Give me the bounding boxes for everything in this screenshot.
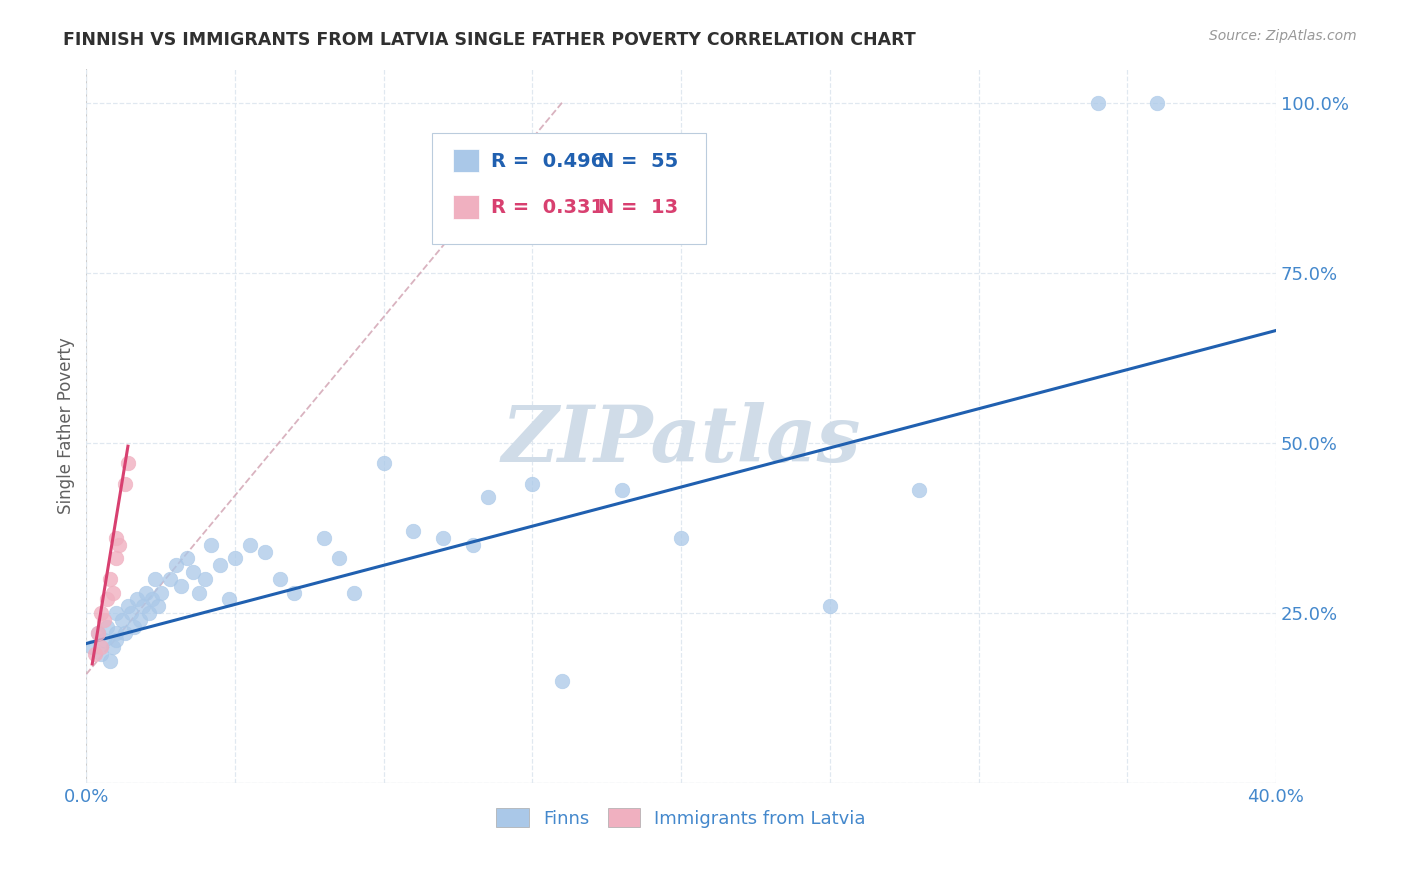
Point <box>224 551 246 566</box>
Point <box>669 531 692 545</box>
Point <box>90 640 112 654</box>
Point <box>93 613 115 627</box>
Point <box>120 606 142 620</box>
Point <box>105 551 128 566</box>
Point <box>90 606 112 620</box>
Point <box>461 538 484 552</box>
Bar <box>453 149 479 172</box>
Point <box>610 483 633 498</box>
Point <box>105 633 128 648</box>
FancyBboxPatch shape <box>433 133 706 244</box>
Text: ZIPatlas: ZIPatlas <box>502 401 860 478</box>
Point <box>477 490 499 504</box>
Text: N =  13: N = 13 <box>598 198 678 218</box>
Point <box>132 599 155 614</box>
Y-axis label: Single Father Poverty: Single Father Poverty <box>58 337 75 514</box>
Point <box>176 551 198 566</box>
Point <box>114 626 136 640</box>
Point <box>82 640 104 654</box>
Point <box>105 626 128 640</box>
Point <box>200 538 222 552</box>
Point <box>101 640 124 654</box>
Point <box>908 483 931 498</box>
Point <box>146 599 169 614</box>
Point <box>108 538 131 552</box>
Point <box>551 673 574 688</box>
Point <box>218 592 240 607</box>
Point <box>125 592 148 607</box>
Point <box>373 456 395 470</box>
Bar <box>453 195 479 219</box>
Text: R =  0.331: R = 0.331 <box>491 198 605 218</box>
Point <box>128 613 150 627</box>
Point <box>96 592 118 607</box>
Point <box>194 572 217 586</box>
Point <box>253 544 276 558</box>
Text: R =  0.496: R = 0.496 <box>491 152 605 171</box>
Point <box>183 565 205 579</box>
Point <box>96 619 118 633</box>
Point <box>402 524 425 539</box>
Point <box>105 531 128 545</box>
Point <box>138 606 160 620</box>
Point <box>135 585 157 599</box>
Point <box>343 585 366 599</box>
Point <box>101 585 124 599</box>
Point <box>269 572 291 586</box>
Point <box>209 558 232 573</box>
Point <box>239 538 262 552</box>
Point <box>1087 95 1109 110</box>
Point <box>314 531 336 545</box>
Point <box>143 572 166 586</box>
Point <box>87 626 110 640</box>
Point <box>122 619 145 633</box>
Point <box>90 647 112 661</box>
Text: Source: ZipAtlas.com: Source: ZipAtlas.com <box>1209 29 1357 43</box>
Point <box>170 579 193 593</box>
Point <box>111 613 134 627</box>
Point <box>117 456 139 470</box>
Point <box>432 531 454 545</box>
Point <box>105 606 128 620</box>
Point <box>93 633 115 648</box>
Point <box>522 476 544 491</box>
Point <box>188 585 211 599</box>
Point <box>283 585 305 599</box>
Point <box>1146 95 1168 110</box>
Text: FINNISH VS IMMIGRANTS FROM LATVIA SINGLE FATHER POVERTY CORRELATION CHART: FINNISH VS IMMIGRANTS FROM LATVIA SINGLE… <box>63 31 917 49</box>
Point <box>149 585 172 599</box>
Text: N =  55: N = 55 <box>598 152 678 171</box>
Point <box>818 599 841 614</box>
Point <box>165 558 187 573</box>
Point <box>84 647 107 661</box>
Point <box>159 572 181 586</box>
Point <box>98 572 121 586</box>
Point <box>141 592 163 607</box>
Point <box>114 476 136 491</box>
Point <box>117 599 139 614</box>
Point <box>328 551 350 566</box>
Point <box>87 626 110 640</box>
Legend: Finns, Immigrants from Latvia: Finns, Immigrants from Latvia <box>489 801 873 835</box>
Point <box>98 654 121 668</box>
